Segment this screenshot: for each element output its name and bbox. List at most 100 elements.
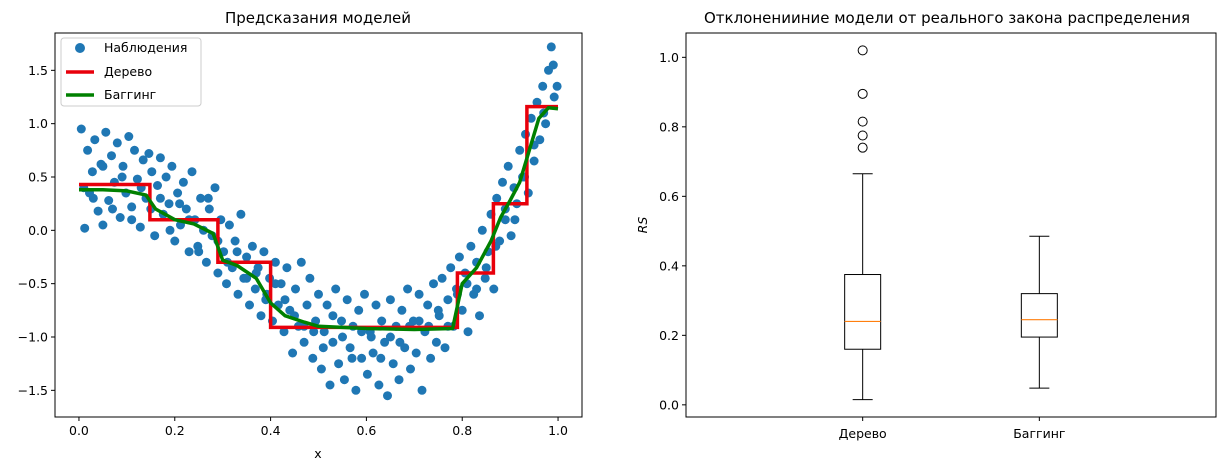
scatter-point [150, 231, 160, 241]
scatter-point [187, 167, 197, 177]
scatter-point [328, 311, 338, 321]
scatter-point [222, 279, 231, 289]
scatter-point [165, 225, 175, 235]
y-tick-label: 0.0 [659, 397, 679, 412]
y-tick-label: 1.0 [28, 116, 48, 131]
scatter-point [167, 161, 177, 171]
scatter-point [279, 327, 289, 337]
right-y-ticks: 0.0 0.2 0.4 0.6 0.8 1.0 [659, 50, 686, 412]
scatter-point [457, 305, 467, 315]
left-x-ticks: 0.0 0.2 0.4 0.6 0.8 1.0 [69, 417, 568, 438]
scatter-point [161, 172, 171, 182]
outlier-point [857, 88, 868, 99]
scatter-point [144, 149, 154, 158]
scatter-point [385, 332, 395, 342]
scatter-point [480, 273, 490, 283]
scatter-point [535, 135, 545, 145]
right-chart-title: Отклоненииние модели от реального закона… [704, 9, 1190, 27]
scatter-point [331, 284, 341, 294]
legend-box [60, 37, 202, 107]
scatter-point [178, 177, 188, 187]
y-tick-label: 1.5 [28, 63, 48, 78]
scatter-point [98, 220, 108, 230]
scatter-point [245, 300, 254, 310]
scatter-point [429, 279, 438, 289]
scatter-point [351, 385, 361, 395]
scatter-point [270, 279, 280, 289]
scatter-point [538, 81, 548, 91]
scatter-point [104, 196, 114, 205]
scatter-point [184, 247, 194, 257]
scatter-point [153, 181, 162, 190]
scatter-point [118, 161, 128, 171]
scatter-point [236, 209, 246, 219]
scatter-point [489, 284, 499, 294]
scatter-point [247, 241, 257, 251]
scatter-point [224, 220, 234, 230]
scatter-point [132, 174, 142, 184]
scatter-point [242, 252, 252, 262]
outlier-point [857, 116, 868, 127]
scatter-point [443, 295, 453, 305]
y-tick-label: 1.0 [659, 50, 679, 65]
scatter-point [423, 300, 433, 310]
scatter-point [338, 332, 347, 342]
scatter-point [210, 183, 220, 193]
left-lines [79, 104, 559, 332]
scatter-point [93, 206, 103, 216]
scatter-point [411, 348, 421, 358]
scatter-point [138, 155, 148, 165]
scatter-point [280, 295, 290, 305]
scatter-point [170, 236, 180, 246]
left-x-axis-label: x [314, 446, 321, 461]
x-tick-label: 0.4 [261, 423, 281, 438]
scatter-point [406, 364, 415, 374]
scatter-point [259, 247, 269, 257]
scatter-point [87, 167, 97, 177]
scatter-point [203, 193, 213, 203]
scatter-point [548, 60, 558, 70]
scatter-point [147, 167, 157, 177]
scatter-point [316, 364, 326, 374]
chart-right: Отклоненииние модели от реального закона… [635, 9, 1217, 441]
scatter-point [526, 113, 536, 123]
scatter-point [345, 343, 355, 353]
scatter-point [130, 145, 139, 155]
legend-label-tree: Дерево [104, 64, 152, 79]
scatter-point [233, 289, 243, 299]
scatter-point [498, 177, 507, 187]
scatter-point [90, 135, 100, 145]
scatter-point [328, 337, 338, 347]
scatter-point [376, 353, 386, 363]
scatter-point [385, 295, 395, 305]
scatter-point [492, 193, 502, 203]
scatter-point [204, 204, 214, 214]
scatter-point [173, 188, 183, 198]
y-tick-label: −0.5 [18, 276, 48, 291]
legend: Наблюдения Дерево Баггинг [60, 37, 202, 107]
scatter-point [194, 247, 204, 257]
scatter-point [196, 193, 206, 203]
scatter-point [532, 97, 542, 107]
scatter-point [334, 359, 344, 369]
scatter-point [319, 327, 329, 337]
scatter-point [417, 385, 427, 395]
scatter-point [291, 284, 300, 294]
scatter-point [414, 289, 424, 299]
scatter-point [314, 289, 323, 299]
scatter-point [282, 263, 292, 273]
scatter-point [466, 241, 476, 251]
scatter-point [164, 199, 174, 209]
legend-marker-observations [75, 43, 85, 53]
scatter-point [213, 268, 223, 278]
scatter-point [403, 284, 413, 294]
scatter-point [296, 257, 306, 267]
box [1020, 293, 1058, 338]
scatter-point [380, 337, 390, 347]
scatter-point [80, 223, 90, 233]
scatter-point [115, 213, 125, 222]
scatter-point [552, 81, 562, 91]
scatter-point [230, 236, 240, 246]
scatter-point [481, 263, 491, 273]
scatter-point [463, 327, 473, 337]
